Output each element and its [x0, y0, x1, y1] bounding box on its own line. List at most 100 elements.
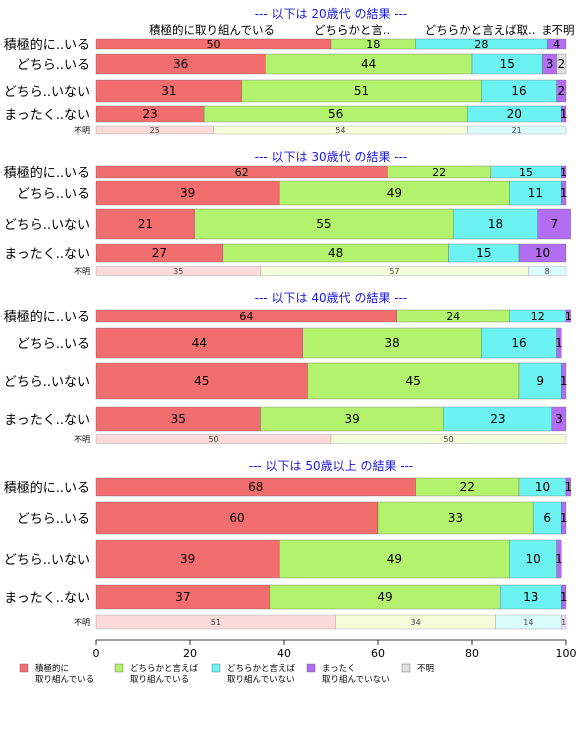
data-label: 21: [138, 217, 153, 231]
legend-label: どちらかと言えば取り組んでいない: [227, 663, 296, 685]
data-label: 15: [519, 166, 533, 179]
legend-swatch: [114, 663, 124, 673]
bar-segment: [547, 38, 567, 50]
bar-segment: [481, 327, 557, 359]
data-label: 22: [432, 166, 446, 179]
data-label: 3: [555, 412, 563, 426]
bar-segment: [537, 208, 571, 240]
bar-segment: [95, 501, 379, 535]
data-label: 1: [560, 186, 568, 200]
legend-label: まったく取り組んでいない: [322, 664, 390, 685]
data-label: 13: [523, 590, 538, 604]
data-label: 11: [528, 186, 543, 200]
unknown-data-label: 51: [211, 618, 221, 627]
data-label: 38: [384, 336, 399, 350]
data-label: 1: [560, 590, 568, 604]
panel-title: --- 以下は 50歳以上 の結果 ---: [249, 459, 414, 473]
data-label: 44: [361, 57, 376, 71]
bar-segment: [556, 539, 562, 579]
legend-swatch: [211, 663, 221, 673]
data-label: 23: [490, 412, 505, 426]
unknown-data-label: 14: [523, 618, 533, 627]
data-label: 1: [565, 480, 573, 494]
bar-segment: [509, 180, 562, 206]
data-label: 49: [387, 186, 402, 200]
bar-segment: [260, 406, 444, 432]
row-label: どちら..いる: [17, 187, 90, 202]
legend-label: どちらかと言えば取り組んでいる: [130, 663, 199, 685]
bar-segment: [565, 309, 571, 323]
data-label: 45: [194, 374, 209, 388]
data-label: 62: [235, 166, 249, 179]
bar-segment: [95, 406, 261, 432]
bar-segment: [453, 208, 538, 240]
column-header-3: ま: [541, 23, 553, 37]
legend-swatch: [401, 663, 411, 673]
bar-segment: [556, 79, 567, 103]
data-label: 36: [173, 57, 188, 71]
x-tick-label: 80: [465, 647, 479, 660]
data-label: 24: [446, 310, 460, 323]
data-label: 55: [316, 217, 331, 231]
bar-segment: [500, 584, 562, 610]
bar-segment: [95, 584, 271, 610]
panel-title: --- 以下は 20歳代 の結果 ---: [255, 7, 408, 21]
data-label: 44: [192, 336, 207, 350]
unknown-data-label: 57: [389, 267, 399, 276]
panel-title: --- 以下は 30歳代 の結果 ---: [255, 150, 408, 164]
x-tick-label: 20: [183, 647, 197, 660]
bar-segment: [561, 362, 567, 400]
data-label: 1: [560, 166, 567, 179]
unknown-data-label: 34: [411, 618, 421, 627]
column-header-0: 積極的に取り組んでいる: [149, 23, 275, 37]
data-label: 20: [507, 107, 522, 121]
data-label: 12: [531, 310, 545, 323]
data-label: 9: [536, 374, 544, 388]
row-label: どちら..いる: [17, 337, 90, 352]
unknown-data-label: 21: [512, 126, 522, 135]
x-tick-label: 100: [556, 647, 577, 660]
unknown-data-label: 50: [443, 435, 453, 444]
bar-segment: [279, 180, 510, 206]
bar-segment: [279, 539, 510, 579]
data-label: 1: [560, 374, 568, 388]
data-label: 49: [377, 590, 392, 604]
data-label: 39: [345, 412, 360, 426]
row-label: どちら..いない: [4, 85, 90, 100]
bar-segment: [95, 327, 303, 359]
data-label: 2: [557, 57, 565, 71]
unknown-bar-segment: [467, 125, 567, 135]
bar-segment: [194, 208, 454, 240]
bar-segment: [561, 501, 567, 535]
bar-segment: [565, 477, 571, 497]
bar-segment: [561, 180, 567, 206]
unknown-row-label: 不明: [74, 126, 90, 135]
bar-segment: [307, 362, 520, 400]
bar-segment: [561, 165, 567, 179]
unknown-data-label: 54: [335, 126, 345, 135]
data-label: 39: [180, 552, 195, 566]
data-label: 23: [142, 107, 157, 121]
row-label: どちら..いる: [17, 58, 90, 73]
data-label: 18: [366, 38, 380, 51]
unknown-data-label: 35: [173, 267, 183, 276]
row-label: どちら..いない: [4, 375, 90, 390]
data-label: 7: [550, 217, 558, 231]
data-label: 48: [328, 246, 343, 260]
data-label: 33: [448, 511, 463, 525]
row-label: 積極的に..いる: [4, 165, 90, 181]
legend-label: 積極的に取り組んでいる: [35, 663, 94, 685]
data-label: 2: [557, 84, 565, 98]
bar-segment: [95, 539, 280, 579]
legend-swatch: [306, 663, 316, 673]
row-label: まったく..ない: [4, 591, 90, 606]
x-tick-label: 60: [371, 647, 385, 660]
data-label: 27: [152, 246, 167, 260]
data-label: 1: [565, 310, 572, 323]
legend-swatch: [19, 663, 29, 673]
bar-segment: [269, 584, 501, 610]
data-label: 50: [207, 38, 221, 51]
row-label: どちら..いない: [4, 218, 90, 233]
x-tick-label: 40: [277, 647, 291, 660]
data-label: 51: [354, 84, 369, 98]
